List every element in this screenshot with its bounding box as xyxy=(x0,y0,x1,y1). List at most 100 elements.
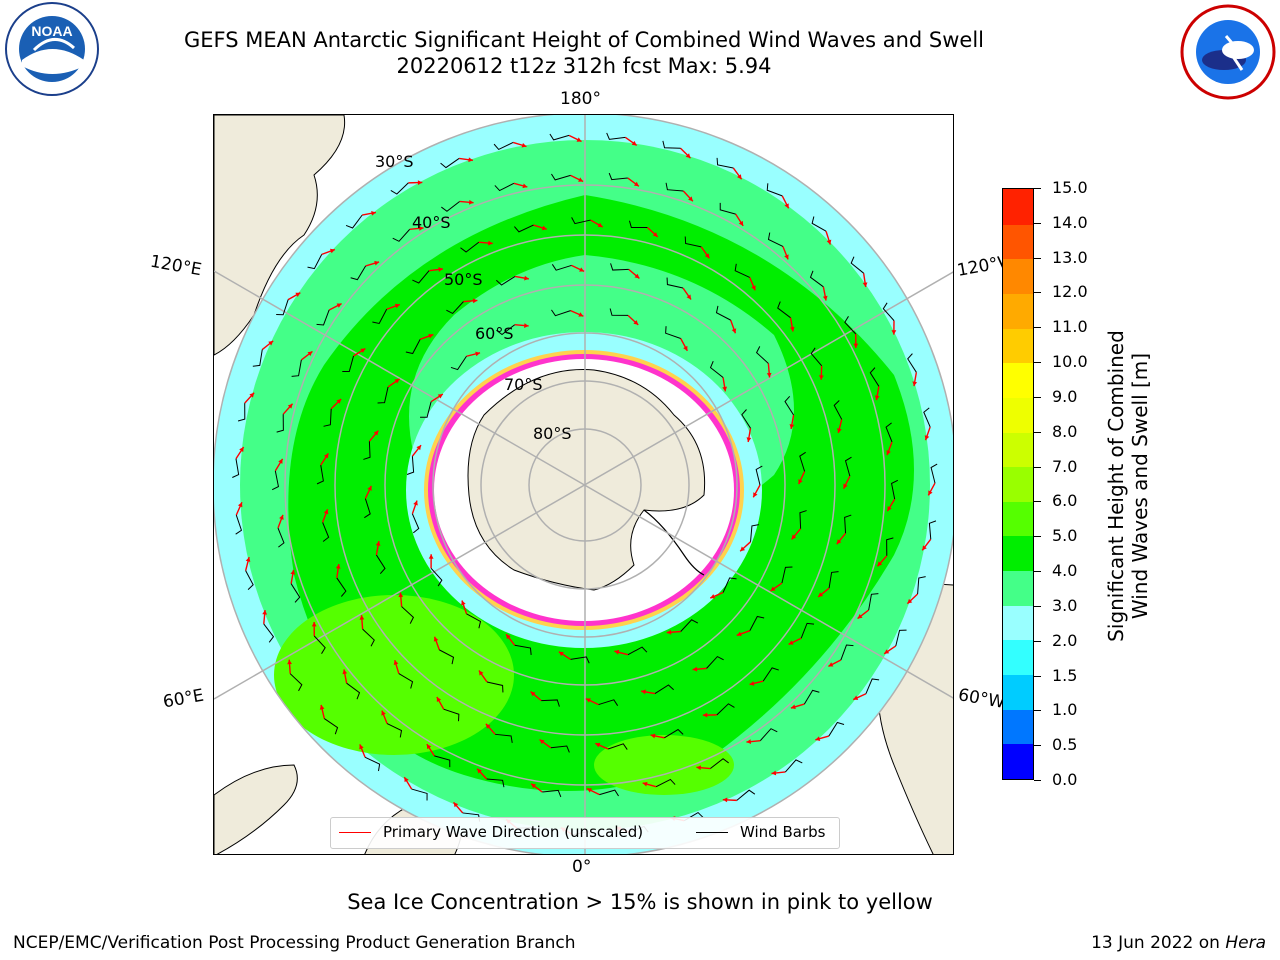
wave-direction-arrowhead xyxy=(524,323,529,328)
colorbar-segment xyxy=(1003,570,1033,606)
wind-barb xyxy=(628,220,648,229)
wind-barb xyxy=(833,400,843,420)
wind-barb xyxy=(316,309,330,326)
colorbar-tick-label: 1.5 xyxy=(1052,665,1078,685)
wind-barb xyxy=(398,673,414,689)
wave-direction-arrowhead xyxy=(828,662,834,667)
wind-barb xyxy=(571,217,591,225)
wave-direction-arrowhead xyxy=(922,545,927,551)
wind-barb xyxy=(868,593,879,611)
wind-barb xyxy=(799,451,806,472)
wave-direction-arrowhead xyxy=(375,541,381,546)
wind-barb xyxy=(869,367,880,387)
wave-direction-arrowhead xyxy=(652,232,658,237)
colorbar-tick xyxy=(1034,188,1041,189)
national-weather-service-logo xyxy=(1180,4,1276,100)
wave-direction-arrowhead xyxy=(381,710,386,716)
wind-barb xyxy=(237,403,246,422)
wind-barb xyxy=(342,355,354,372)
wind-barb xyxy=(799,510,807,529)
wind-barb xyxy=(541,699,560,707)
wind-barb xyxy=(923,407,931,428)
wind-barb xyxy=(496,324,516,336)
wind-barb xyxy=(781,566,793,584)
footer-credit: NCEP/EMC/Verification Post Processing Pr… xyxy=(13,933,576,953)
wave-direction-arrowhead xyxy=(245,557,251,562)
wave-direction-arrowhead xyxy=(790,704,796,710)
wave-direction-arrowhead xyxy=(475,351,481,357)
wind-barb xyxy=(811,216,827,232)
wind-barb xyxy=(850,256,864,274)
wind-barb xyxy=(412,270,430,284)
wave-direction-arrowhead xyxy=(746,739,752,745)
colorbar-segment xyxy=(1003,605,1033,641)
wave-direction-arrowhead xyxy=(436,696,442,702)
wave-direction-arrowhead xyxy=(336,398,342,404)
wind-barb xyxy=(709,360,724,378)
wave-direction-arrowhead xyxy=(722,797,728,803)
wind-barb xyxy=(386,723,403,738)
wind-barb xyxy=(514,224,534,233)
colorbar-tick xyxy=(1034,536,1041,538)
wind-barb xyxy=(766,183,783,197)
colorbar-tick-label: 12.0 xyxy=(1052,282,1088,302)
wind-barb xyxy=(706,655,724,669)
wind-barb xyxy=(828,721,845,737)
wave-direction-arrowhead xyxy=(433,636,439,642)
colorbar-tick-label: 11.0 xyxy=(1052,317,1088,337)
wind-barb xyxy=(810,347,823,367)
colorbar-segment xyxy=(1003,431,1033,468)
wave-direction-arrowhead xyxy=(307,351,313,356)
wave-direction-arrowhead xyxy=(530,691,536,697)
colorbar-tick-label: 5.0 xyxy=(1052,526,1078,546)
wind-barb xyxy=(313,635,326,654)
colorbar-tick xyxy=(1034,780,1041,781)
wind-barb xyxy=(666,277,684,289)
svg-text:NOAA: NOAA xyxy=(31,23,72,39)
wind-barb xyxy=(655,778,676,788)
colorbar-tick-label: 2.0 xyxy=(1052,630,1078,650)
wind-barb xyxy=(401,606,415,624)
colorbar-tick xyxy=(1034,327,1041,329)
wave-direction-arrowhead xyxy=(853,695,859,700)
wave-direction-arrowhead xyxy=(843,483,848,489)
wave-direction-arrowhead xyxy=(789,424,795,429)
wind-barb xyxy=(665,326,681,339)
wind-barb xyxy=(550,745,570,753)
wave-direction-arrowhead xyxy=(394,303,400,309)
legend-wave-label: Primary Wave Direction (unscaled) xyxy=(383,823,644,841)
colorbar-segment xyxy=(1003,639,1033,676)
wind-barb xyxy=(440,158,460,169)
wind-barb xyxy=(443,708,460,722)
wave-direction-arrowhead xyxy=(287,403,293,409)
wave-direction-arrowhead xyxy=(374,260,380,266)
wave-direction-arrowhead xyxy=(524,275,529,281)
wave-direction-arrowhead xyxy=(740,546,746,552)
colorbar-tick xyxy=(1034,501,1041,503)
wind-barb xyxy=(662,140,681,149)
wind-barb xyxy=(377,386,389,404)
wind-barb xyxy=(493,142,514,151)
wave-direction-arrowhead xyxy=(262,610,268,615)
wave-direction-arrowhead xyxy=(319,704,325,710)
wave-direction-arrowhead xyxy=(912,381,918,387)
colorbar-tick-label: 1.0 xyxy=(1052,700,1078,720)
wind-barb xyxy=(606,132,626,140)
graticule xyxy=(214,115,953,854)
wind-barb xyxy=(570,656,590,664)
wind-barb xyxy=(598,699,619,706)
wind-barb xyxy=(627,646,648,656)
wind-barb xyxy=(784,396,795,416)
wind-barb xyxy=(405,339,421,355)
wind-barb xyxy=(890,479,899,500)
wave-direction-arrowhead xyxy=(731,328,737,334)
wave-direction-arrowhead xyxy=(586,788,592,793)
wave-direction-arrowhead xyxy=(788,640,794,645)
legend-wave-swatch xyxy=(339,832,371,833)
wave-direction-arrowhead xyxy=(579,267,585,272)
wind-barb xyxy=(844,456,852,477)
lat-label-40s: 40°S xyxy=(412,213,451,232)
wind-barb xyxy=(364,756,381,772)
wave-direction-arrowhead xyxy=(887,506,892,512)
wave-direction-arrowhead xyxy=(578,177,584,182)
